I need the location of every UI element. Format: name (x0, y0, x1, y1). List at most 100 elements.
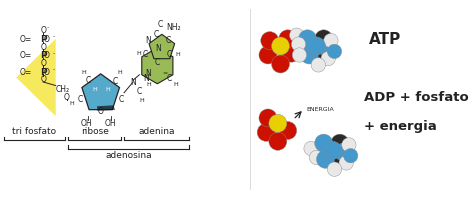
Text: H: H (92, 86, 97, 91)
Polygon shape (97, 106, 115, 111)
Text: C: C (143, 49, 148, 58)
Circle shape (314, 134, 332, 152)
Text: ENERGIA: ENERGIA (306, 106, 334, 111)
Text: -: - (53, 34, 55, 39)
Polygon shape (16, 40, 56, 117)
Circle shape (323, 142, 341, 159)
Text: H: H (175, 51, 180, 56)
Text: O: O (44, 67, 50, 76)
Circle shape (317, 40, 336, 58)
Text: C: C (166, 49, 171, 58)
Text: H: H (81, 69, 86, 74)
Circle shape (327, 152, 345, 170)
Text: tri fosfato: tri fosfato (12, 126, 56, 135)
Circle shape (323, 34, 337, 49)
Circle shape (334, 143, 352, 161)
Text: H: H (173, 82, 178, 87)
Text: H: H (136, 51, 140, 56)
Text: C: C (165, 36, 170, 45)
Polygon shape (141, 49, 173, 84)
Circle shape (303, 142, 317, 156)
Text: C: C (154, 57, 159, 66)
Text: P: P (40, 67, 46, 76)
Text: N: N (145, 36, 151, 45)
Text: C: C (166, 74, 171, 83)
Circle shape (282, 45, 300, 63)
Text: O: O (40, 58, 46, 67)
Text: H: H (146, 82, 150, 87)
Text: =: = (161, 71, 167, 76)
Text: -: - (53, 67, 55, 72)
Polygon shape (82, 75, 119, 110)
Text: O: O (44, 51, 50, 60)
Text: C: C (119, 94, 124, 103)
Circle shape (292, 49, 306, 63)
Circle shape (327, 45, 341, 59)
Text: N: N (145, 69, 151, 78)
Circle shape (338, 156, 353, 170)
Circle shape (300, 47, 317, 65)
Circle shape (320, 52, 335, 66)
Circle shape (314, 31, 332, 49)
Text: C: C (153, 30, 159, 39)
Text: OH: OH (105, 118, 116, 127)
Text: ATP: ATP (368, 32, 400, 47)
Polygon shape (149, 35, 174, 59)
Circle shape (310, 58, 325, 73)
Text: NH₂: NH₂ (166, 23, 180, 32)
Circle shape (260, 32, 278, 50)
Text: adenosina: adenosina (105, 151, 151, 160)
Circle shape (298, 31, 316, 49)
Circle shape (258, 47, 277, 65)
Text: O=: O= (20, 51, 32, 60)
Circle shape (268, 115, 286, 133)
Circle shape (307, 38, 325, 56)
Text: C: C (137, 87, 142, 96)
Circle shape (308, 151, 323, 165)
Text: N: N (142, 74, 148, 83)
Text: O: O (40, 42, 46, 51)
Text: O: O (63, 92, 69, 101)
Text: C: C (157, 20, 162, 29)
Circle shape (278, 31, 296, 49)
Text: C: C (112, 76, 118, 85)
Text: O=: O= (20, 67, 32, 76)
Text: O: O (40, 74, 46, 83)
Circle shape (289, 29, 303, 43)
Circle shape (268, 133, 286, 151)
Text: -: - (47, 25, 49, 30)
Circle shape (258, 109, 277, 127)
Circle shape (316, 151, 334, 168)
Text: P: P (40, 35, 46, 44)
Text: + energia: + energia (363, 119, 436, 132)
Text: N: N (130, 78, 136, 87)
Text: N: N (155, 44, 161, 53)
Text: C: C (77, 94, 82, 103)
Text: ribose: ribose (81, 126, 109, 135)
Text: O=: O= (20, 35, 32, 44)
Circle shape (278, 122, 296, 140)
Text: P: P (40, 51, 46, 60)
Text: OH: OH (80, 118, 92, 127)
Text: O: O (98, 107, 103, 116)
Text: C: C (85, 75, 90, 84)
Text: CH₂: CH₂ (56, 84, 70, 93)
Circle shape (271, 56, 289, 74)
Text: H: H (117, 69, 122, 74)
Text: H: H (105, 86, 110, 91)
Text: adenina: adenina (138, 126, 174, 135)
Text: H: H (139, 98, 144, 103)
Circle shape (327, 162, 341, 176)
Text: O: O (40, 26, 46, 35)
Text: O: O (44, 35, 50, 44)
Text: H: H (69, 101, 74, 106)
Circle shape (257, 124, 275, 142)
Text: ADP + fosfato: ADP + fosfato (363, 90, 468, 103)
Circle shape (271, 38, 289, 56)
Circle shape (341, 138, 355, 152)
Circle shape (310, 49, 328, 66)
Circle shape (330, 134, 348, 152)
Circle shape (343, 149, 357, 163)
Text: -: - (53, 51, 55, 56)
Circle shape (291, 38, 305, 52)
